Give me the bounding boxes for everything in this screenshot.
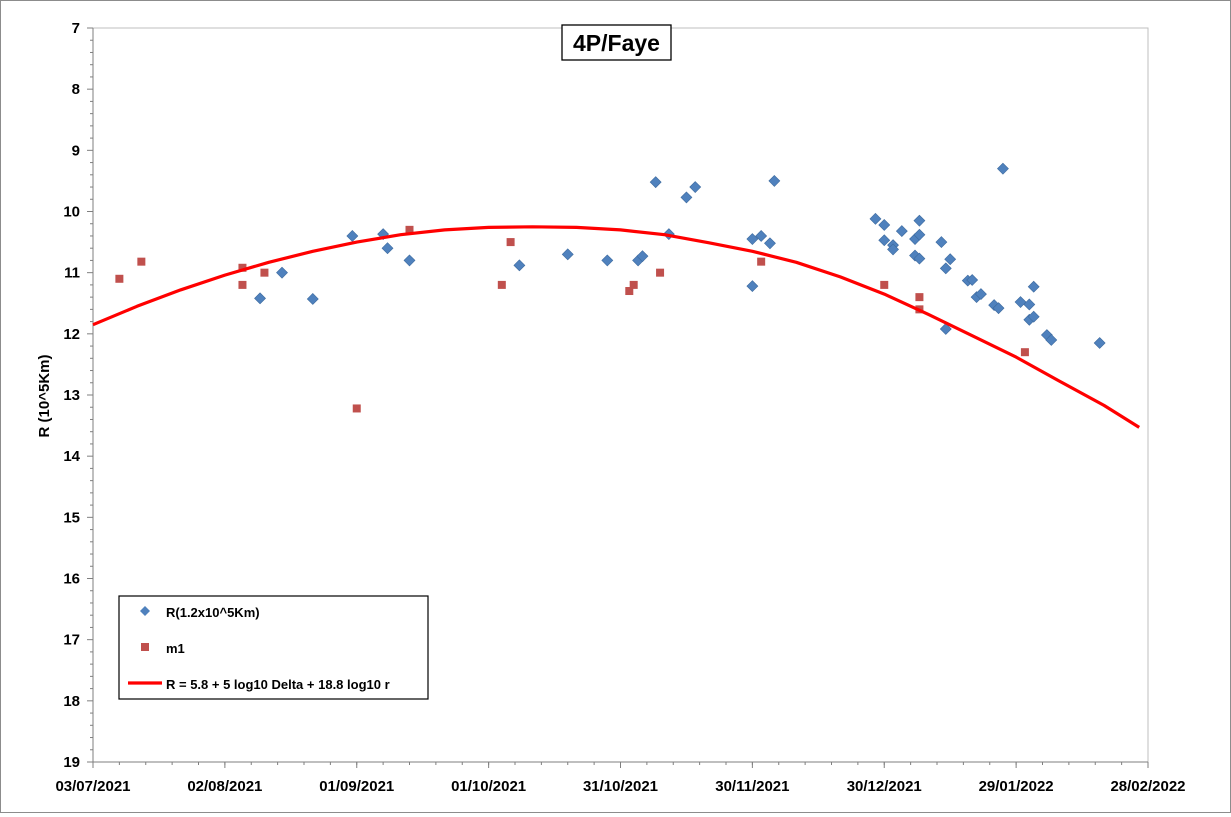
legend-entry-label: R = 5.8 + 5 log10 Delta + 18.8 log10 r — [166, 677, 390, 692]
legend: R(1.2x10^5Km) m1 R = 5.8 + 5 log10 Delta +… — [118, 595, 429, 700]
r-point — [1027, 280, 1040, 293]
r-point — [746, 233, 759, 245]
r-point — [935, 236, 948, 249]
r-point — [1093, 337, 1106, 349]
m1-point — [656, 268, 665, 277]
r-point — [689, 181, 702, 193]
model-curve-line — [92, 225, 1141, 429]
r-point — [768, 174, 781, 187]
m1-point — [625, 287, 634, 296]
m1-point — [915, 293, 924, 302]
y-tick-label: 18 — [63, 693, 80, 710]
m1-point — [260, 268, 269, 277]
y-tick-label: 17 — [63, 632, 80, 649]
m1-point — [238, 263, 247, 272]
legend-box — [118, 595, 429, 700]
m1-point — [352, 404, 361, 413]
m1-point — [238, 280, 247, 289]
legend-entry-label: R(1.2x10^5Km) — [166, 605, 260, 620]
legend-square-marker — [141, 643, 149, 651]
r-point — [1027, 310, 1040, 323]
r-point — [878, 234, 891, 247]
y-tick-label: 12 — [63, 326, 80, 343]
m1-point — [757, 257, 766, 266]
y-tick-label: 11 — [64, 265, 80, 282]
x-tick-label: 31/10/2021 — [583, 778, 658, 795]
r-point — [403, 254, 416, 267]
r-point — [895, 225, 908, 237]
chart-title: 4P/Faye — [573, 30, 660, 56]
r-point — [276, 266, 288, 279]
r-point — [755, 230, 768, 242]
y-tick-label: 9 — [72, 142, 80, 159]
r-point — [878, 219, 891, 231]
x-tick-label: 28/02/2022 — [1110, 778, 1185, 795]
r-point — [1023, 298, 1036, 311]
m1-point — [629, 280, 638, 289]
y-tick-label: 16 — [63, 571, 80, 588]
r-point — [913, 214, 926, 227]
r-point — [913, 252, 926, 265]
y-tick-label: 15 — [63, 509, 80, 526]
r-point — [346, 230, 359, 242]
r-point — [254, 292, 266, 305]
legend-items: R(1.2x10^5Km) m1 R = 5.8 + 5 log10 Delta +… — [128, 605, 390, 692]
x-tick-label: 01/09/2021 — [319, 778, 394, 795]
y-tick-label: 13 — [63, 387, 80, 404]
legend-diamond-marker — [140, 606, 150, 616]
x-tick-label: 01/10/2021 — [451, 778, 526, 795]
r-point — [601, 254, 614, 267]
m1-point — [115, 274, 124, 283]
axes: 7 8 9 10 11 12 13 14 15 16 17 18 19 03/07/2021 02/08/2… — [55, 20, 1185, 795]
r-point — [992, 302, 1005, 315]
m1-point — [506, 238, 515, 247]
r-point — [1014, 296, 1027, 308]
y-tick-label: 14 — [63, 448, 80, 465]
m1-point — [497, 280, 506, 289]
r-point — [381, 242, 394, 255]
x-tick-label: 30/11/2021 — [715, 778, 789, 795]
x-tick-label: 02/08/2021 — [187, 778, 262, 795]
x-tick-label: 30/12/2021 — [847, 778, 922, 795]
r-point — [680, 191, 693, 204]
r-point — [944, 253, 957, 266]
legend-entry-label: m1 — [166, 641, 185, 656]
x-tick-label: 03/07/2021 — [55, 778, 130, 795]
r-point — [966, 274, 979, 286]
r-point — [869, 212, 882, 225]
r-point — [636, 250, 649, 263]
r-point — [306, 293, 319, 305]
r-point — [939, 323, 952, 335]
r-point — [764, 237, 776, 250]
r-point — [377, 228, 390, 241]
r-point — [746, 280, 759, 293]
y-tick-label: 8 — [72, 81, 80, 98]
r-point — [997, 162, 1009, 175]
m1-point — [1020, 348, 1029, 357]
r-point — [649, 176, 662, 189]
title-box: 4P/Faye — [561, 24, 672, 61]
r-point — [561, 248, 574, 261]
x-tick-label: 29/01/2022 — [979, 778, 1054, 795]
y-tick-label: 10 — [63, 204, 80, 221]
y-tick-label: 19 — [63, 754, 80, 771]
y-axis-label: R (10^5Km) — [36, 355, 53, 438]
r-point — [939, 262, 952, 275]
m1-point — [880, 280, 889, 289]
title-box-border — [561, 24, 672, 61]
r-point — [513, 259, 526, 272]
chart-marks — [92, 162, 1141, 429]
m1-point — [405, 225, 414, 234]
y-tick-label: 7 — [72, 20, 80, 37]
r-point — [887, 243, 899, 256]
r-point — [975, 288, 987, 300]
m1-point — [137, 257, 146, 266]
r-point — [913, 228, 926, 241]
r-point — [1045, 334, 1058, 346]
